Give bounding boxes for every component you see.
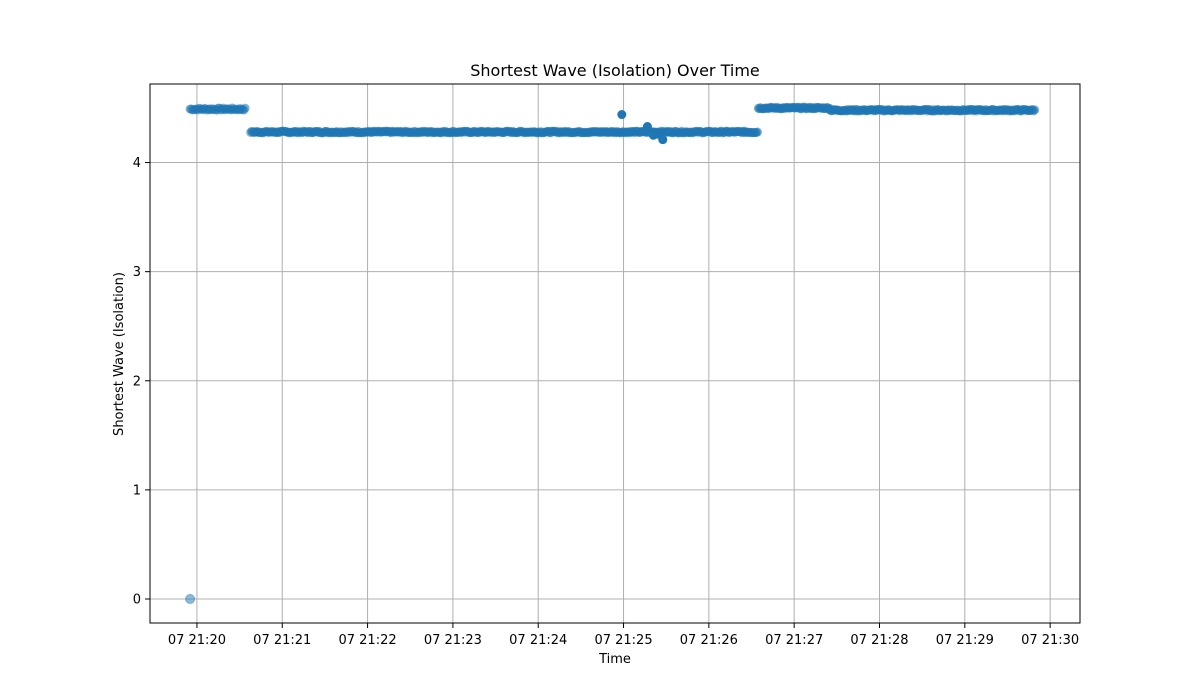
y-tick-label: 4 bbox=[133, 156, 141, 171]
x-tick-label: 07 21:20 bbox=[168, 633, 226, 648]
y-axis-ticks: 0 1 2 3 4 bbox=[133, 156, 150, 607]
data-point bbox=[1030, 105, 1040, 115]
y-axis-label: Shortest Wave (Isolation) bbox=[112, 272, 127, 436]
x-tick-label: 07 21:24 bbox=[509, 633, 567, 648]
data-point bbox=[185, 593, 196, 604]
data-point bbox=[617, 110, 627, 120]
x-tick-label: 07 21:26 bbox=[680, 633, 738, 648]
x-axis-label: Time bbox=[598, 652, 631, 667]
x-tick-label: 07 21:22 bbox=[338, 633, 396, 648]
x-tick-label: 07 21:30 bbox=[1021, 633, 1079, 648]
data-point bbox=[240, 103, 250, 113]
data-point bbox=[752, 127, 762, 137]
grid-lines bbox=[150, 84, 1080, 623]
y-tick-label: 3 bbox=[133, 265, 141, 280]
y-tick-label: 0 bbox=[133, 592, 141, 607]
x-tick-label: 07 21:28 bbox=[850, 633, 908, 648]
x-tick-label: 07 21:29 bbox=[936, 633, 994, 648]
data-points bbox=[185, 102, 1040, 604]
x-tick-label: 07 21:27 bbox=[765, 633, 823, 648]
x-tick-label: 07 21:23 bbox=[424, 633, 482, 648]
y-tick-label: 2 bbox=[133, 374, 141, 389]
x-tick-label: 07 21:25 bbox=[594, 633, 652, 648]
x-tick-label: 07 21:21 bbox=[253, 633, 311, 648]
data-point bbox=[642, 122, 652, 132]
data-point bbox=[648, 130, 658, 140]
plot-area-frame bbox=[149, 83, 1081, 624]
chart-title: Shortest Wave (Isolation) Over Time bbox=[470, 61, 760, 80]
x-axis-ticks: 07 21:20 07 21:21 07 21:22 07 21:23 07 21:24… bbox=[168, 623, 1079, 648]
y-tick-label: 1 bbox=[133, 483, 141, 498]
